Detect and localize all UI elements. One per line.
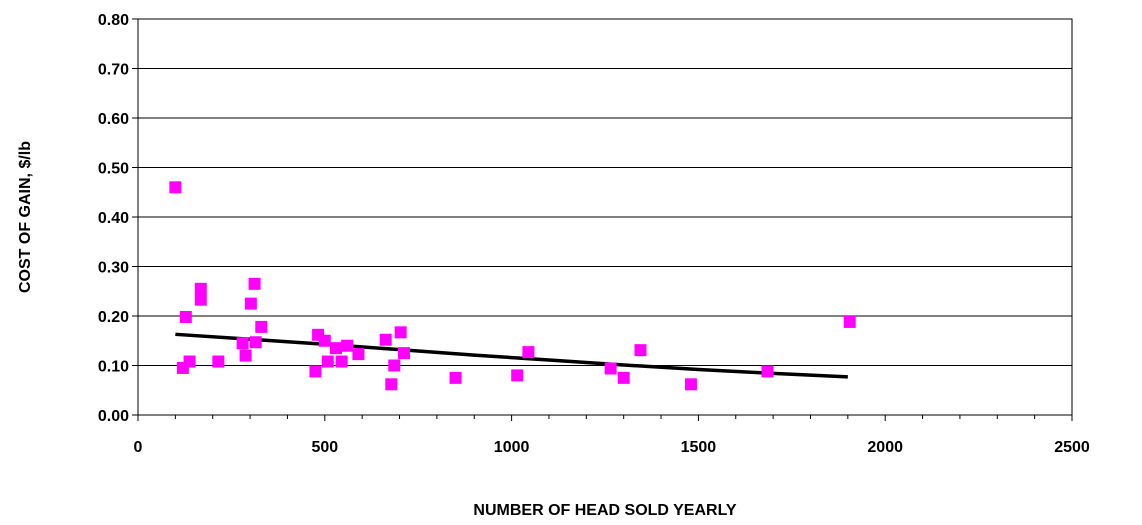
x-tick-label: 2000 xyxy=(867,439,903,456)
y-axis-title: COST OF GAIN, $/lb xyxy=(17,141,34,293)
gridlines xyxy=(138,18,1072,416)
data-point xyxy=(309,365,322,378)
data-point xyxy=(321,355,334,368)
data-point xyxy=(236,337,249,350)
y-tick-label: 0.50 xyxy=(98,161,129,178)
x-tick-label: 500 xyxy=(311,439,338,456)
x-tick-label: 0 xyxy=(134,439,143,456)
data-point xyxy=(183,355,196,368)
data-point xyxy=(318,334,331,347)
y-tick-label: 0.30 xyxy=(98,260,129,277)
y-tick-label: 0.80 xyxy=(98,12,129,29)
x-tick-label: 1000 xyxy=(494,439,530,456)
data-point xyxy=(248,277,261,290)
data-point xyxy=(255,320,268,333)
data-point xyxy=(385,378,398,391)
data-point xyxy=(604,362,617,375)
plot-area xyxy=(137,18,1073,416)
data-point xyxy=(379,333,392,346)
y-tick-label: 0.70 xyxy=(98,62,129,79)
x-tick-labels: 0 500 1000 1500 2000 2500 xyxy=(134,439,1090,456)
data-point xyxy=(394,326,407,339)
data-point xyxy=(330,342,343,355)
data-point xyxy=(244,297,257,310)
data-point xyxy=(335,355,348,368)
x-tick-label: 1500 xyxy=(681,439,717,456)
y-tick-label: 0.60 xyxy=(98,111,129,128)
data-point xyxy=(511,369,524,382)
data-point xyxy=(212,355,225,368)
data-point xyxy=(249,336,262,349)
y-tick-label: 0.00 xyxy=(98,408,129,425)
x-tick-label: 2500 xyxy=(1054,439,1090,456)
y-tick-labels: 0.00 0.10 0.20 0.30 0.40 0.50 0.60 0.70 0.80 xyxy=(98,12,129,425)
data-point xyxy=(843,315,856,328)
y-tick-label: 0.10 xyxy=(98,359,129,376)
data-point xyxy=(194,282,207,295)
data-points xyxy=(169,181,856,391)
data-point xyxy=(522,346,535,359)
data-point xyxy=(194,293,207,306)
data-point xyxy=(398,347,411,360)
tick-marks xyxy=(132,18,1073,421)
data-point xyxy=(388,359,401,372)
data-point xyxy=(761,365,774,378)
data-point xyxy=(684,378,697,391)
data-point xyxy=(169,181,182,194)
y-tick-label: 0.20 xyxy=(98,309,129,326)
data-point xyxy=(179,310,192,323)
trend-line xyxy=(175,332,848,379)
x-axis-title: NUMBER OF HEAD SOLD YEARLY xyxy=(473,502,736,519)
data-point xyxy=(239,349,252,362)
y-tick-label: 0.40 xyxy=(98,210,129,227)
data-point xyxy=(352,348,365,361)
data-point xyxy=(341,339,354,352)
data-point xyxy=(634,344,647,357)
data-point xyxy=(617,371,630,384)
data-point xyxy=(449,371,462,384)
